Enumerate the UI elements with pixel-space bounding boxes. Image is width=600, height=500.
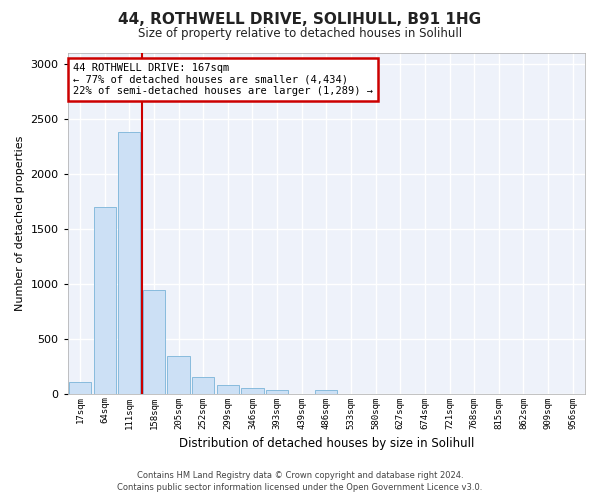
- Text: Contains HM Land Registry data © Crown copyright and database right 2024.
Contai: Contains HM Land Registry data © Crown c…: [118, 471, 482, 492]
- Bar: [69, 382, 91, 394]
- Text: 44, ROTHWELL DRIVE, SOLIHULL, B91 1HG: 44, ROTHWELL DRIVE, SOLIHULL, B91 1HG: [118, 12, 482, 28]
- Text: 44 ROTHWELL DRIVE: 167sqm
← 77% of detached houses are smaller (4,434)
22% of se: 44 ROTHWELL DRIVE: 167sqm ← 77% of detac…: [73, 62, 373, 96]
- Bar: [241, 388, 263, 394]
- Bar: [167, 356, 190, 394]
- Bar: [143, 290, 165, 394]
- Bar: [315, 390, 337, 394]
- Bar: [192, 376, 214, 394]
- X-axis label: Distribution of detached houses by size in Solihull: Distribution of detached houses by size …: [179, 437, 474, 450]
- Y-axis label: Number of detached properties: Number of detached properties: [15, 136, 25, 311]
- Bar: [118, 132, 140, 394]
- Bar: [217, 386, 239, 394]
- Bar: [266, 390, 288, 394]
- Text: Size of property relative to detached houses in Solihull: Size of property relative to detached ho…: [138, 28, 462, 40]
- Bar: [94, 206, 116, 394]
